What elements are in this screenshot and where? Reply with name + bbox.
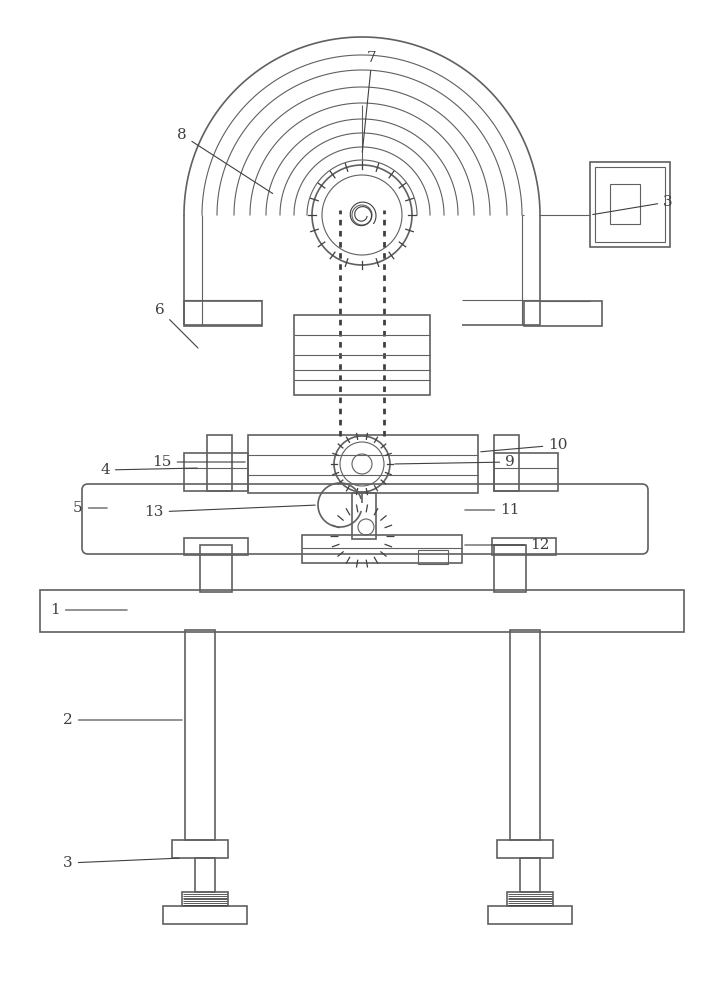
Bar <box>494 545 526 592</box>
Bar <box>302 535 462 563</box>
Text: 15: 15 <box>152 455 245 469</box>
Bar <box>184 301 262 326</box>
Bar <box>488 906 572 924</box>
Bar <box>497 840 553 858</box>
Text: 6: 6 <box>155 303 198 348</box>
Text: 13: 13 <box>144 505 315 519</box>
Bar <box>248 435 478 493</box>
Bar <box>200 545 232 592</box>
Text: 12: 12 <box>465 538 550 552</box>
Text: 2: 2 <box>63 713 182 727</box>
Bar <box>590 162 670 247</box>
Bar <box>195 858 215 892</box>
Bar <box>207 435 232 491</box>
Bar <box>610 184 640 224</box>
Bar <box>352 493 376 539</box>
Bar <box>184 538 248 555</box>
Text: 11: 11 <box>465 503 520 517</box>
Bar <box>524 301 602 326</box>
Text: 8: 8 <box>177 128 273 193</box>
Bar <box>163 906 247 924</box>
Text: 1: 1 <box>50 603 127 617</box>
Bar <box>418 550 448 564</box>
Text: 4: 4 <box>100 463 197 477</box>
Text: 5: 5 <box>73 501 107 515</box>
Bar <box>494 435 519 491</box>
Bar <box>595 167 665 242</box>
Text: 3: 3 <box>63 856 180 870</box>
Text: 9: 9 <box>395 455 515 469</box>
Bar <box>184 453 248 491</box>
Bar <box>520 858 540 892</box>
Text: 3: 3 <box>593 195 673 215</box>
Bar <box>172 840 228 858</box>
Bar <box>294 315 430 395</box>
Bar <box>40 590 684 632</box>
Text: 7: 7 <box>362 51 376 152</box>
Bar <box>182 892 228 906</box>
Bar <box>185 630 215 840</box>
Bar <box>492 538 556 555</box>
Bar <box>494 453 558 491</box>
Bar <box>510 630 540 840</box>
Bar <box>507 892 553 906</box>
Text: 10: 10 <box>481 438 568 452</box>
